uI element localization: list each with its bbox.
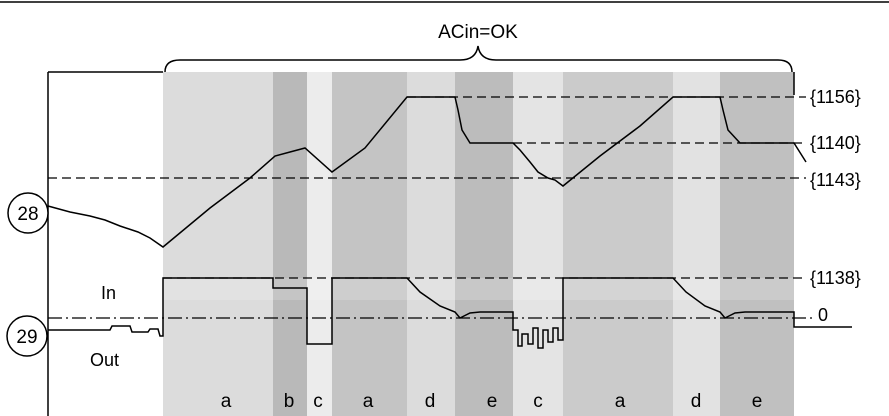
- band-e2: [720, 72, 794, 416]
- phase-label: b: [284, 391, 295, 412]
- phase-label: a: [363, 391, 374, 412]
- in-strip: [163, 278, 794, 300]
- phase-label: c: [533, 391, 543, 412]
- phase-label: d: [425, 391, 436, 412]
- ref-label-1143: {1143}: [810, 170, 861, 190]
- acin-label: ACin=OK: [438, 22, 518, 43]
- acin-brace: [164, 45, 793, 73]
- ref-label-1156: {1156}: [810, 87, 861, 107]
- phase-label: e: [487, 391, 498, 412]
- band-d2: [673, 72, 720, 416]
- phase-label: c: [313, 391, 323, 412]
- curve-29: [48, 277, 852, 349]
- svg-text:28: 28: [17, 204, 38, 225]
- band-a1: [163, 72, 273, 416]
- band-b: [273, 72, 307, 416]
- band-a3: [563, 72, 673, 416]
- band-c2: [513, 72, 563, 416]
- label-in: In: [101, 283, 116, 303]
- marker-29: 29: [6, 315, 48, 357]
- band-e1: [455, 72, 513, 416]
- band-a2: [332, 72, 407, 416]
- ref-label-zero: 0: [818, 305, 828, 325]
- marker-28: 28: [7, 192, 49, 234]
- ref-label-1140: {1140}: [810, 133, 861, 153]
- phase-bands: [163, 72, 794, 416]
- phase-label: e: [752, 391, 763, 412]
- band-c1: [307, 72, 332, 416]
- phase-label: a: [221, 391, 232, 412]
- band-d1: [407, 72, 455, 416]
- phase-labels: a b c a d e c a d e: [221, 391, 763, 412]
- curve-28: [47, 96, 807, 248]
- svg-text:29: 29: [16, 327, 37, 348]
- ref-label-1138: {1138}: [810, 268, 861, 288]
- phase-label: d: [691, 391, 702, 412]
- label-out: Out: [90, 350, 119, 370]
- phase-label: a: [615, 391, 626, 412]
